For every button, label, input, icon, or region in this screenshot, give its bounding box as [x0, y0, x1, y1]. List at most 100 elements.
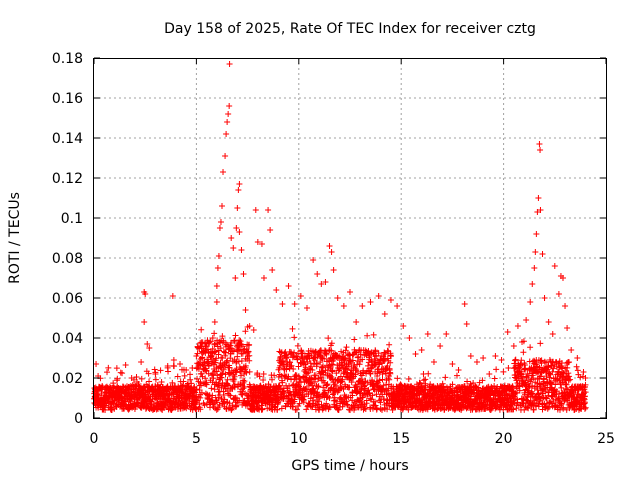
data-point	[217, 345, 224, 352]
data-point	[491, 375, 498, 382]
data-point	[121, 391, 128, 397]
data-point	[379, 376, 386, 383]
data-point	[420, 377, 427, 384]
data-point	[580, 369, 587, 375]
data-point	[523, 317, 530, 323]
y-tick-label: 0.04	[52, 331, 83, 347]
data-point	[549, 368, 556, 375]
data-point	[298, 354, 305, 361]
data-point	[164, 363, 171, 369]
data-points	[91, 61, 589, 413]
data-point	[225, 346, 232, 353]
data-point	[273, 391, 280, 398]
data-point	[329, 391, 336, 398]
data-point	[325, 335, 332, 342]
data-point	[542, 404, 549, 411]
data-point	[527, 299, 534, 305]
data-point	[201, 359, 208, 365]
data-point	[293, 376, 300, 383]
data-point	[285, 283, 292, 289]
data-point	[122, 361, 129, 368]
data-point	[260, 371, 267, 378]
data-point	[226, 364, 233, 371]
data-point	[231, 373, 238, 380]
data-point	[230, 245, 237, 251]
data-point	[226, 103, 233, 109]
data-point	[119, 370, 126, 377]
data-point	[574, 367, 581, 374]
data-point	[144, 341, 151, 347]
data-point	[353, 319, 360, 325]
y-tick-label: 0.18	[52, 51, 83, 67]
data-point	[467, 353, 474, 359]
data-point	[226, 61, 233, 67]
data-point	[205, 349, 212, 355]
data-point	[313, 363, 320, 370]
data-point	[424, 331, 431, 337]
data-point	[285, 373, 292, 380]
data-point	[302, 364, 309, 371]
data-point	[242, 328, 249, 335]
data-point	[210, 356, 217, 363]
y-tick-label: 0.12	[52, 171, 83, 187]
data-point	[233, 359, 240, 366]
data-point	[549, 331, 556, 337]
data-point	[105, 364, 112, 371]
data-point	[218, 374, 225, 381]
data-point	[558, 401, 565, 408]
data-point	[564, 397, 571, 404]
data-point	[463, 321, 470, 327]
data-point	[209, 335, 216, 341]
data-point	[138, 375, 145, 382]
data-point	[234, 205, 241, 211]
data-point	[300, 396, 307, 403]
data-point	[246, 323, 253, 329]
data-point	[115, 385, 122, 391]
data-point	[537, 373, 544, 380]
data-point	[289, 325, 296, 332]
data-point	[381, 311, 388, 317]
data-point	[405, 375, 412, 382]
data-point	[563, 381, 570, 388]
data-point	[333, 398, 340, 405]
data-point	[475, 384, 482, 391]
data-point	[101, 403, 108, 410]
data-point	[213, 406, 220, 413]
data-point	[138, 359, 145, 365]
data-point	[310, 257, 317, 263]
data-point	[324, 381, 331, 388]
data-point	[345, 363, 352, 370]
data-point	[306, 374, 313, 381]
data-point	[493, 366, 500, 373]
data-point	[269, 376, 276, 383]
data-point	[269, 267, 276, 273]
data-point	[510, 406, 517, 413]
y-tick-label: 0.06	[52, 291, 83, 307]
data-point	[467, 380, 474, 387]
data-point	[387, 359, 394, 366]
data-point	[246, 357, 253, 364]
data-point	[548, 379, 555, 386]
data-point	[459, 399, 466, 406]
data-point	[174, 373, 181, 380]
data-point	[271, 372, 278, 379]
data-point	[304, 358, 311, 365]
data-point	[543, 367, 550, 374]
data-point	[386, 376, 393, 383]
data-point	[219, 370, 226, 377]
data-point	[200, 362, 207, 369]
data-point	[565, 370, 572, 377]
data-point	[291, 396, 298, 403]
data-point	[394, 303, 401, 309]
data-point	[301, 373, 308, 380]
data-point	[192, 405, 199, 412]
data-point	[192, 389, 199, 396]
data-point	[556, 406, 563, 413]
data-point	[365, 387, 372, 394]
data-point	[344, 402, 351, 409]
data-point	[566, 373, 573, 380]
data-point	[180, 378, 187, 385]
data-point	[330, 267, 337, 273]
data-point	[203, 343, 210, 350]
data-point	[381, 396, 388, 403]
